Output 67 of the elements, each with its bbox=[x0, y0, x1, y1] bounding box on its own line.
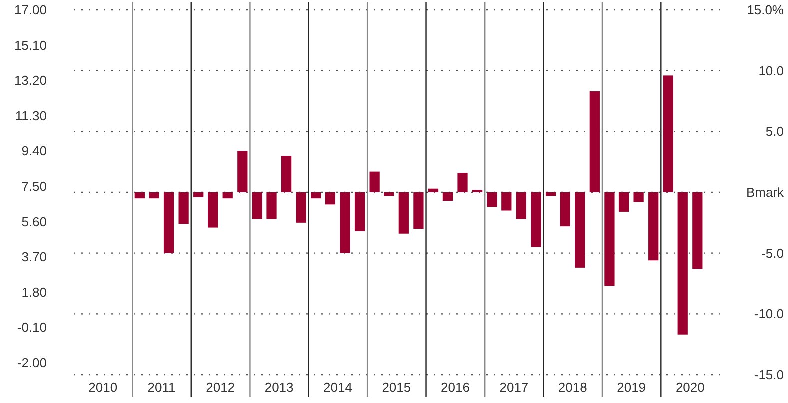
y-tick-label: 7.50 bbox=[22, 179, 47, 194]
y2-tick-label: 10.0 bbox=[758, 63, 784, 78]
bar bbox=[575, 192, 586, 268]
y2-tick-label: -5.0 bbox=[762, 246, 784, 261]
bar bbox=[194, 192, 204, 198]
x-tick-label: 2014 bbox=[324, 380, 352, 395]
bar bbox=[149, 192, 160, 199]
bar bbox=[134, 192, 145, 199]
y2-tick-label: -10.0 bbox=[754, 306, 784, 322]
bar bbox=[252, 192, 263, 220]
y-tick-label: 1.80 bbox=[22, 284, 47, 300]
x-tick-label: 2013 bbox=[264, 380, 294, 395]
y-tick-label: 17.00 bbox=[14, 2, 47, 18]
y-tick-label: 5.60 bbox=[22, 214, 47, 230]
bar bbox=[458, 173, 468, 192]
bar bbox=[354, 192, 366, 232]
bar bbox=[178, 192, 189, 224]
bar bbox=[634, 192, 644, 202]
y2-tick-label: 15.0% bbox=[747, 2, 784, 18]
bar bbox=[238, 151, 248, 192]
y-tick-label: 11.30 bbox=[15, 108, 47, 124]
bar bbox=[384, 192, 394, 196]
y-tick-label: 3.70 bbox=[22, 250, 47, 265]
x-tick-label: 2019 bbox=[617, 380, 646, 395]
y-tick-label: 9.40 bbox=[22, 144, 47, 159]
bar bbox=[266, 192, 277, 220]
bar bbox=[325, 192, 336, 205]
y-tick-label: 15.10 bbox=[14, 38, 47, 53]
bar bbox=[222, 192, 233, 199]
bar bbox=[663, 76, 674, 192]
bar bbox=[311, 192, 322, 199]
bar bbox=[560, 192, 570, 227]
bar bbox=[296, 192, 306, 223]
y-tick-label: 13.20 bbox=[14, 73, 47, 88]
bar bbox=[487, 192, 498, 208]
bar bbox=[531, 192, 542, 248]
bar bbox=[442, 192, 454, 202]
bar bbox=[414, 192, 424, 229]
bar bbox=[208, 192, 218, 228]
y-tick-label: -2.00 bbox=[17, 355, 47, 370]
bar bbox=[502, 192, 512, 211]
bar bbox=[340, 192, 350, 254]
x-tick-label: 2015 bbox=[382, 380, 412, 395]
bar bbox=[370, 172, 380, 192]
x-tick-label: 2011 bbox=[148, 380, 176, 395]
y2-tick-label: 5.0 bbox=[766, 124, 784, 140]
y2-tick-label: Bmark bbox=[746, 185, 784, 200]
bar bbox=[398, 192, 409, 234]
x-tick-label: 2010 bbox=[88, 380, 118, 395]
x-tick-label: 2020 bbox=[676, 380, 705, 395]
bar bbox=[678, 192, 688, 335]
x-tick-label: 2012 bbox=[206, 380, 236, 395]
bar bbox=[692, 192, 703, 270]
bar bbox=[516, 192, 527, 220]
bar bbox=[590, 92, 600, 192]
x-tick-label: 2018 bbox=[558, 380, 588, 395]
x-tick-label: 2017 bbox=[500, 380, 529, 395]
bar bbox=[164, 192, 174, 254]
y-tick-label: -0.10 bbox=[17, 320, 47, 336]
bar bbox=[648, 192, 659, 261]
bar bbox=[604, 192, 615, 286]
bar bbox=[618, 192, 630, 212]
x-tick-label: 2016 bbox=[441, 380, 470, 395]
y2-tick-label: -15.0 bbox=[754, 368, 784, 383]
bar bbox=[546, 192, 556, 196]
bar bbox=[281, 156, 292, 192]
bar bbox=[428, 188, 439, 192]
